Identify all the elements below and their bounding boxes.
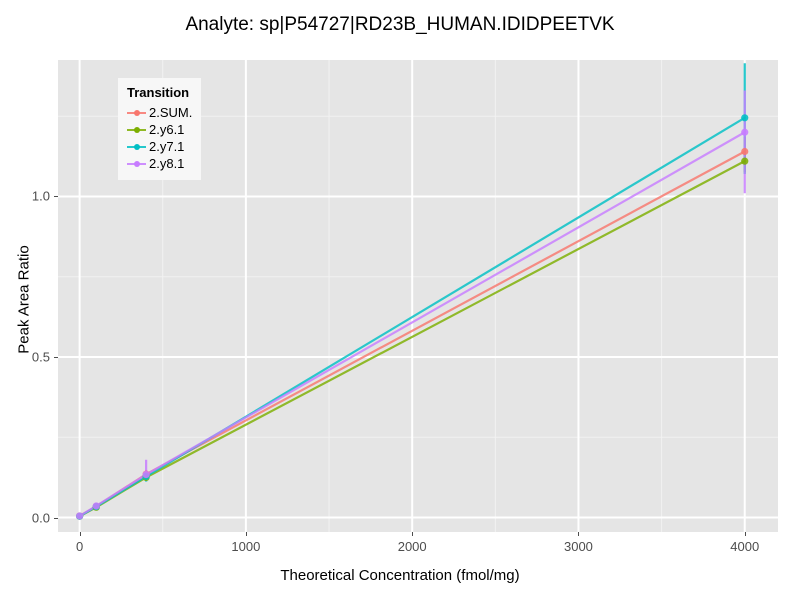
legend-key-point (134, 144, 140, 150)
y-axis-tick-mark (54, 517, 58, 519)
data-point (741, 147, 749, 156)
legend-key-swatch (127, 155, 146, 172)
plot-panel-svg (58, 60, 778, 532)
legend-item: 2.y8.1 (127, 155, 192, 172)
y-axis-tick-label: 0.5 (31, 349, 50, 365)
x-axis-tick-label: 0 (75, 539, 84, 554)
legend-key-swatch (127, 104, 146, 121)
legend-items: 2.SUM. 2.y6.1 2.y7.1 2.y8.1 (127, 104, 192, 172)
x-axis-tick-mark (79, 532, 81, 536)
y-axis-tick-mark (54, 196, 58, 198)
legend-item: 2.y7.1 (127, 138, 192, 155)
legend-item-label: 2.SUM. (149, 105, 193, 120)
data-point (741, 157, 749, 165)
legend-item: 2.y6.1 (127, 121, 192, 138)
legend-item-label: 2.y7.1 (149, 139, 185, 154)
data-point (142, 470, 150, 479)
data-point (92, 502, 100, 510)
x-axis-tick-label: 3000 (563, 539, 593, 554)
y-axis-tick-label: 0.0 (31, 510, 50, 526)
x-axis-tick-label: 2000 (397, 539, 427, 554)
y-axis-tick-label: 1.0 (31, 188, 50, 204)
x-axis-tick-mark (744, 532, 746, 536)
data-point (741, 114, 749, 122)
x-axis-tick-mark (412, 532, 414, 536)
x-axis-tick-mark (578, 532, 580, 536)
legend-key-point (134, 110, 140, 116)
legend-key-swatch (127, 138, 146, 155)
legend-item-label: 2.y8.1 (149, 156, 185, 171)
y-axis-title: Peak Area Ratio (15, 245, 33, 354)
chart-title: Analyte: sp|P54727|RD23B_HUMAN.IDIDPEETV… (185, 14, 615, 35)
x-axis-title: Theoretical Concentration (fmol/mg) (280, 567, 520, 584)
data-point (741, 128, 749, 136)
x-axis-tick-mark (245, 532, 247, 536)
x-axis-tick-label: 4000 (730, 539, 760, 554)
series-line (78, 131, 746, 518)
legend-key-point (134, 127, 140, 133)
legend-key-swatch (127, 121, 146, 138)
legend-item: 2.SUM. (127, 104, 192, 121)
legend-item-label: 2.y6.1 (149, 122, 185, 137)
legend-title: Transition (127, 85, 190, 100)
y-axis-tick-mark (54, 357, 58, 358)
x-axis-tick-label: 1000 (231, 539, 261, 554)
data-point (76, 512, 84, 520)
legend: Transition 2.SUM. 2.y6.1 2.y7.1 2.y8.1 (118, 78, 202, 180)
legend-key-point (134, 161, 140, 167)
